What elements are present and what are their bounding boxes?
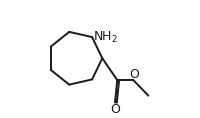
Text: O: O bbox=[111, 103, 120, 116]
Text: O: O bbox=[130, 68, 139, 81]
Text: NH$_2$: NH$_2$ bbox=[93, 29, 118, 44]
